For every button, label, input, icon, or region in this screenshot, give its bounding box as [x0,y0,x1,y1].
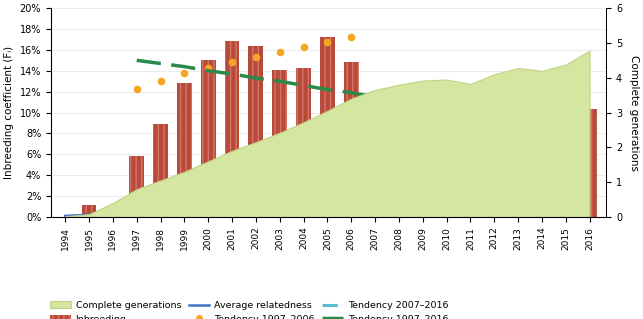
Y-axis label: Complete generations: Complete generations [629,55,639,171]
Bar [273,70,287,217]
Bar [368,123,383,217]
Bar [439,137,454,217]
Bar [558,133,573,217]
Bar [248,46,263,217]
Bar [82,205,96,217]
Bar [153,124,168,217]
Bar [582,109,597,217]
Bar [296,68,311,217]
Bar [129,156,144,217]
Bar [534,130,549,217]
Bar [224,41,239,217]
Bar [344,63,359,217]
Bar [201,60,215,217]
Bar [415,130,430,217]
Bar [320,37,335,217]
Legend: Complete generations, Inbreeding, Average relatedness, Tendency 1997–2006, Tende: Complete generations, Inbreeding, Averag… [50,301,448,319]
Bar [177,83,192,217]
Bar [344,63,359,217]
Bar [392,130,406,217]
Bar [487,130,502,217]
Bar [415,130,430,217]
Bar [582,109,597,217]
Bar [273,70,287,217]
Bar [368,123,383,217]
Bar [511,129,525,217]
Bar [224,41,239,217]
Bar [129,156,144,217]
Bar [558,133,573,217]
Bar [248,46,263,217]
Bar [463,142,478,217]
Bar [153,124,168,217]
Bar [177,83,192,217]
Bar [296,68,311,217]
Bar [487,130,502,217]
Bar [463,142,478,217]
Y-axis label: Inbreeding coefficient (Fᵢ): Inbreeding coefficient (Fᵢ) [4,46,14,179]
Bar [511,129,525,217]
Bar [439,137,454,217]
Bar [82,205,96,217]
Bar [320,37,335,217]
Bar [201,60,215,217]
Bar [534,130,549,217]
Bar [392,130,406,217]
